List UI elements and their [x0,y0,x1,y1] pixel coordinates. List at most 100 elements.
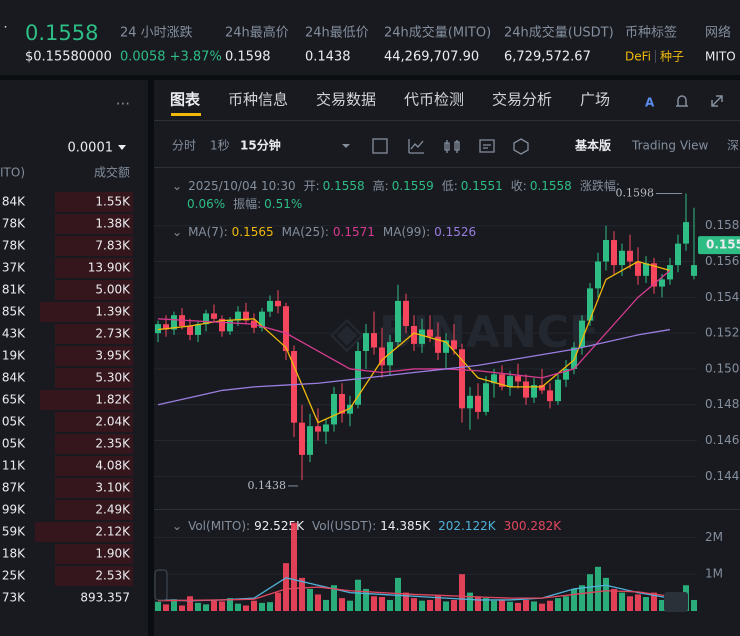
price-tag [698,236,740,255]
volume-bar [283,563,289,611]
interval[interactable]: 分时 [172,139,196,153]
volume-bar [235,603,241,611]
candle-body [307,426,313,455]
tool-icon[interactable] [408,139,424,154]
ma-value: 0.1571 [333,225,375,239]
tool-icon[interactable] [372,138,388,154]
volume-bar [643,597,649,611]
book-cell: 2.12K [95,525,131,539]
candle-body [355,351,361,405]
candle-body [259,311,265,328]
depth-bar [55,456,133,476]
version[interactable]: Trading View [631,139,709,153]
order-book: 84K 1.55K 78K 1.38K 78K 7.83K 37K 13.90K 81K 5.00… [2,192,133,605]
volume-bar [211,599,217,611]
ai-icon[interactable]: A [645,96,655,110]
tool-icon[interactable] [479,139,495,153]
stat-label: 24h最低价 [305,26,369,41]
version-active[interactable]: 基本版 [574,138,611,153]
book-cell: 1.39K [95,305,131,319]
candle-body [595,261,601,289]
depth-bar [55,412,133,432]
book-cell: 893.357 [80,591,130,605]
book-cell: 7.83K [95,239,131,253]
volume-bar [443,601,449,611]
volume-bar [555,598,561,611]
interval-active[interactable]: 15分钟 [240,138,281,153]
dropdown-arrow [118,145,126,150]
volume-bar [275,592,281,611]
tab[interactable]: 交易数据 [316,91,376,109]
book-cell: 5.30K [95,371,131,385]
volume-bar [347,600,353,611]
depth-bar [55,280,133,300]
version[interactable]: 深 [727,139,739,153]
price-tick-label: 0.150 [705,361,739,375]
volume-bar [243,605,249,611]
scroll-right[interactable] [664,592,688,612]
candle-info: 0.06% 振幅: 0.51% [187,196,302,211]
volume-bar [619,592,625,611]
stat-value: 0.1438 [305,50,351,65]
price-tick-label: 0.152 [705,326,739,340]
scroll-handle[interactable] [154,569,168,601]
volume-bar [387,599,393,611]
last-price: 0.1558 [25,21,98,45]
tab-active[interactable]: 图表 [170,91,201,109]
candle-body [475,395,481,412]
tab[interactable]: 广场 [580,91,610,109]
candle-body [459,349,465,409]
vol-ma-value: 300.282K [504,519,563,533]
book-cell: 84K [2,195,26,209]
volume-bar [531,601,537,611]
volume-bar [259,602,265,611]
volume-bar [459,574,465,611]
depth-bar [55,544,133,564]
back-icon[interactable]: ˙ [2,25,9,41]
tab[interactable]: 币种信息 [228,91,288,109]
tool-icon[interactable] [513,138,529,155]
tool-icon[interactable] [444,140,460,153]
candle-body [587,288,593,321]
candle-body [675,243,681,266]
expand-icon[interactable] [711,95,723,107]
info-value: 0.1558 [530,179,572,193]
book-cell: 3.95K [95,349,131,363]
tag[interactable]: 种子 [660,50,684,64]
tag[interactable]: DeFi [625,50,651,64]
stats: 24 小时涨跌 0.0058 +3.87%24h最高价 0.1598 24h最低价 0.… [120,25,614,65]
candle-body [651,263,657,287]
volume-bar [659,599,665,611]
candle-body [275,300,281,307]
tab[interactable]: 交易分析 [492,91,552,109]
book-cell: 78K [2,217,26,231]
book-cell: 2.35K [95,437,131,451]
min-label: 0.1438 [248,479,287,492]
ma-line [157,328,671,406]
time: 2025/10/04 10:30 [188,179,296,193]
volume-bar [419,600,425,611]
interval[interactable]: 1秒 [210,139,230,153]
tab[interactable]: 代币检测 [404,91,464,109]
candle-body [411,325,417,344]
volume-tick-label: 1M [705,567,723,581]
menu[interactable]: ... [116,91,130,109]
book-cell: 84K [2,371,26,385]
info-label: 开: [304,179,320,193]
candle-body [523,381,529,398]
candle-body [547,390,553,402]
precision[interactable]: 0.0001 [68,141,114,156]
candle-body [443,340,449,353]
candle-body [291,351,297,423]
book-cell: 4.08K [95,459,131,473]
book-cell: 1.82K [95,393,131,407]
dropdown-arrow[interactable] [342,144,350,148]
candle-body [507,376,513,387]
volume-bar [507,601,513,611]
stat-value: 0.1598 [225,50,271,65]
tool-icons [372,138,529,155]
book-cell: 11K [2,459,26,473]
candle-body [403,300,409,326]
bell-icon[interactable] [676,95,688,107]
ma-line [157,269,671,379]
